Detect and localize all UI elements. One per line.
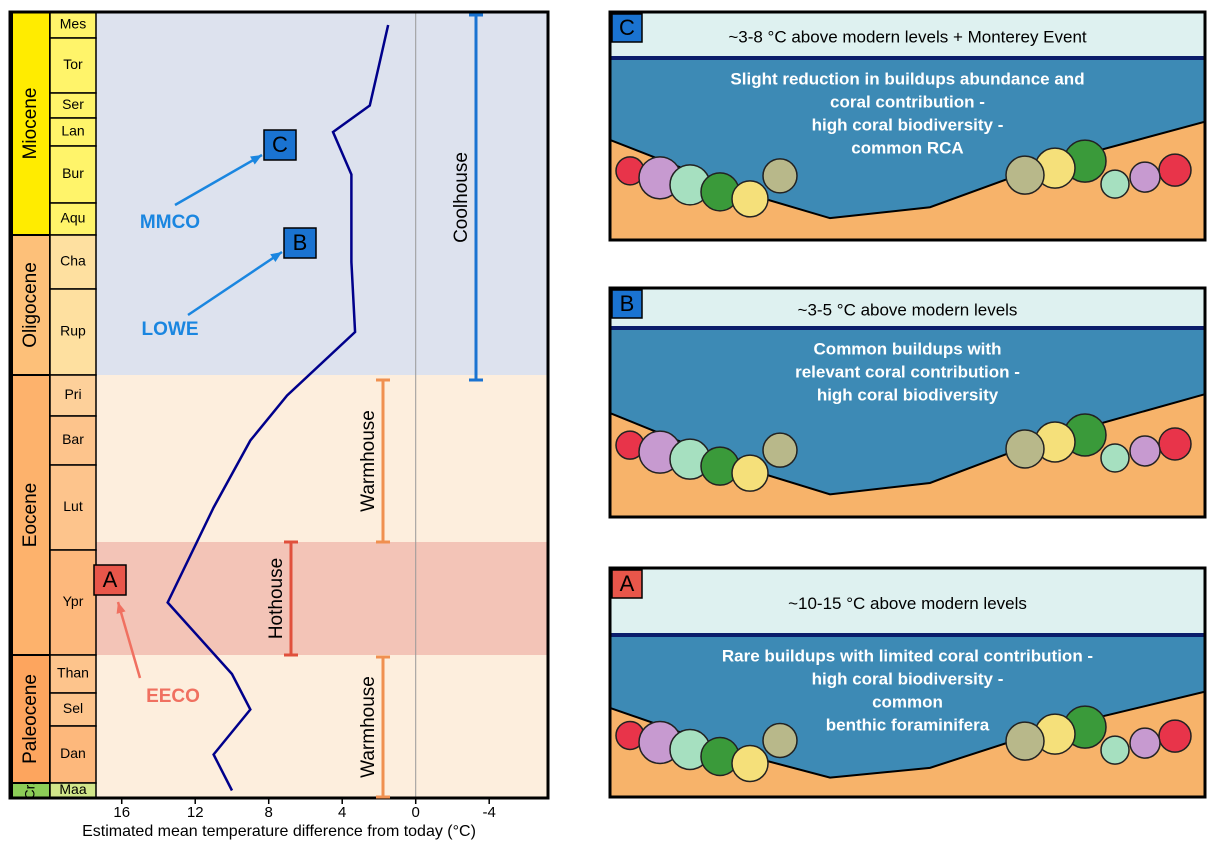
epoch-label: Miocene	[20, 88, 41, 160]
x-tick-label: 12	[187, 804, 204, 821]
regime-label: Coolhouse	[451, 152, 472, 243]
panel-description: coral contribution -	[830, 92, 985, 111]
stage-label: Cha	[60, 253, 86, 269]
figure: MioceneOligoceneEocenePaleoceneCr.MesTor…	[0, 0, 1215, 852]
event-label: MMCO	[140, 212, 200, 233]
coral	[1006, 722, 1044, 760]
stage-label: Maa	[59, 781, 86, 797]
x-axis-label: Estimated mean temperature difference fr…	[82, 823, 476, 840]
event-marker-label: A	[103, 567, 118, 592]
stage-label: Than	[57, 665, 89, 681]
coral	[1006, 156, 1044, 194]
stage-label: Ser	[62, 96, 84, 112]
coral	[763, 723, 797, 757]
panel-description: Slight reduction in buildups abundance a…	[730, 69, 1084, 88]
regime-label: Hothouse	[266, 558, 287, 639]
panel-description: relevant coral contribution -	[795, 362, 1020, 381]
stage-label: Ypr	[63, 593, 84, 609]
coral	[1130, 162, 1160, 192]
panel-badge-label: B	[620, 291, 635, 316]
panel-description: high coral biodiversity	[817, 385, 999, 404]
stage-label: Tor	[63, 56, 83, 72]
epoch-label: Oligocene	[20, 262, 41, 348]
stage-label: Aqu	[61, 210, 86, 226]
epoch-label: Eocene	[20, 483, 41, 547]
panel-description: Common buildups with	[814, 339, 1002, 358]
event-label: EECO	[146, 686, 200, 707]
coral	[1130, 728, 1160, 758]
panel-description: common RCA	[851, 138, 963, 157]
event-label: LOWE	[142, 319, 199, 340]
stage-label: Pri	[64, 386, 81, 402]
x-tick-label: -4	[483, 804, 496, 821]
event-marker-label: B	[293, 230, 308, 255]
stage-label: Dan	[60, 745, 86, 761]
panel-title: ~3-8 °C above modern levels + Monterey E…	[728, 27, 1087, 46]
stage-label: Lan	[61, 123, 84, 139]
coral	[763, 433, 797, 467]
stage-label: Bur	[62, 165, 84, 181]
panel-description: high coral biodiversity -	[812, 669, 1004, 688]
stage-label: Bar	[62, 431, 84, 447]
x-tick-label: 8	[265, 804, 273, 821]
coral	[1159, 154, 1191, 186]
x-tick-label: 16	[113, 804, 130, 821]
regime-label: Warmhouse	[358, 410, 379, 512]
epoch-label: Paleocene	[20, 674, 41, 764]
stage-label: Mes	[60, 16, 86, 32]
panel-description: high coral biodiversity -	[812, 115, 1004, 134]
panel-badge-label: C	[619, 15, 635, 40]
coral	[732, 181, 768, 217]
panel-badge-label: A	[620, 571, 635, 596]
stage-label: Rup	[60, 323, 86, 339]
coral	[1006, 430, 1044, 468]
panel-description: benthic foraminifera	[826, 715, 990, 734]
stage-label: Sel	[63, 700, 83, 716]
coral	[732, 455, 768, 491]
event-marker-label: C	[272, 132, 288, 157]
panel-description: Rare buildups with limited coral contrib…	[722, 646, 1093, 665]
panel-title: ~3-5 °C above modern levels	[798, 300, 1018, 319]
hothouse-band	[96, 542, 548, 655]
coral	[763, 159, 797, 193]
panel-description: common	[872, 692, 943, 711]
coral	[1101, 170, 1129, 198]
coral	[1159, 428, 1191, 460]
coral	[1130, 436, 1160, 466]
x-tick-label: 0	[412, 804, 420, 821]
coral	[1101, 736, 1129, 764]
panel-title: ~10-15 °C above modern levels	[788, 594, 1027, 613]
coral	[1101, 444, 1129, 472]
stage-label: Lut	[63, 498, 83, 514]
coral	[1159, 720, 1191, 752]
regime-label: Warmhouse	[358, 676, 379, 778]
coral	[732, 745, 768, 781]
x-tick-label: 4	[338, 804, 346, 821]
